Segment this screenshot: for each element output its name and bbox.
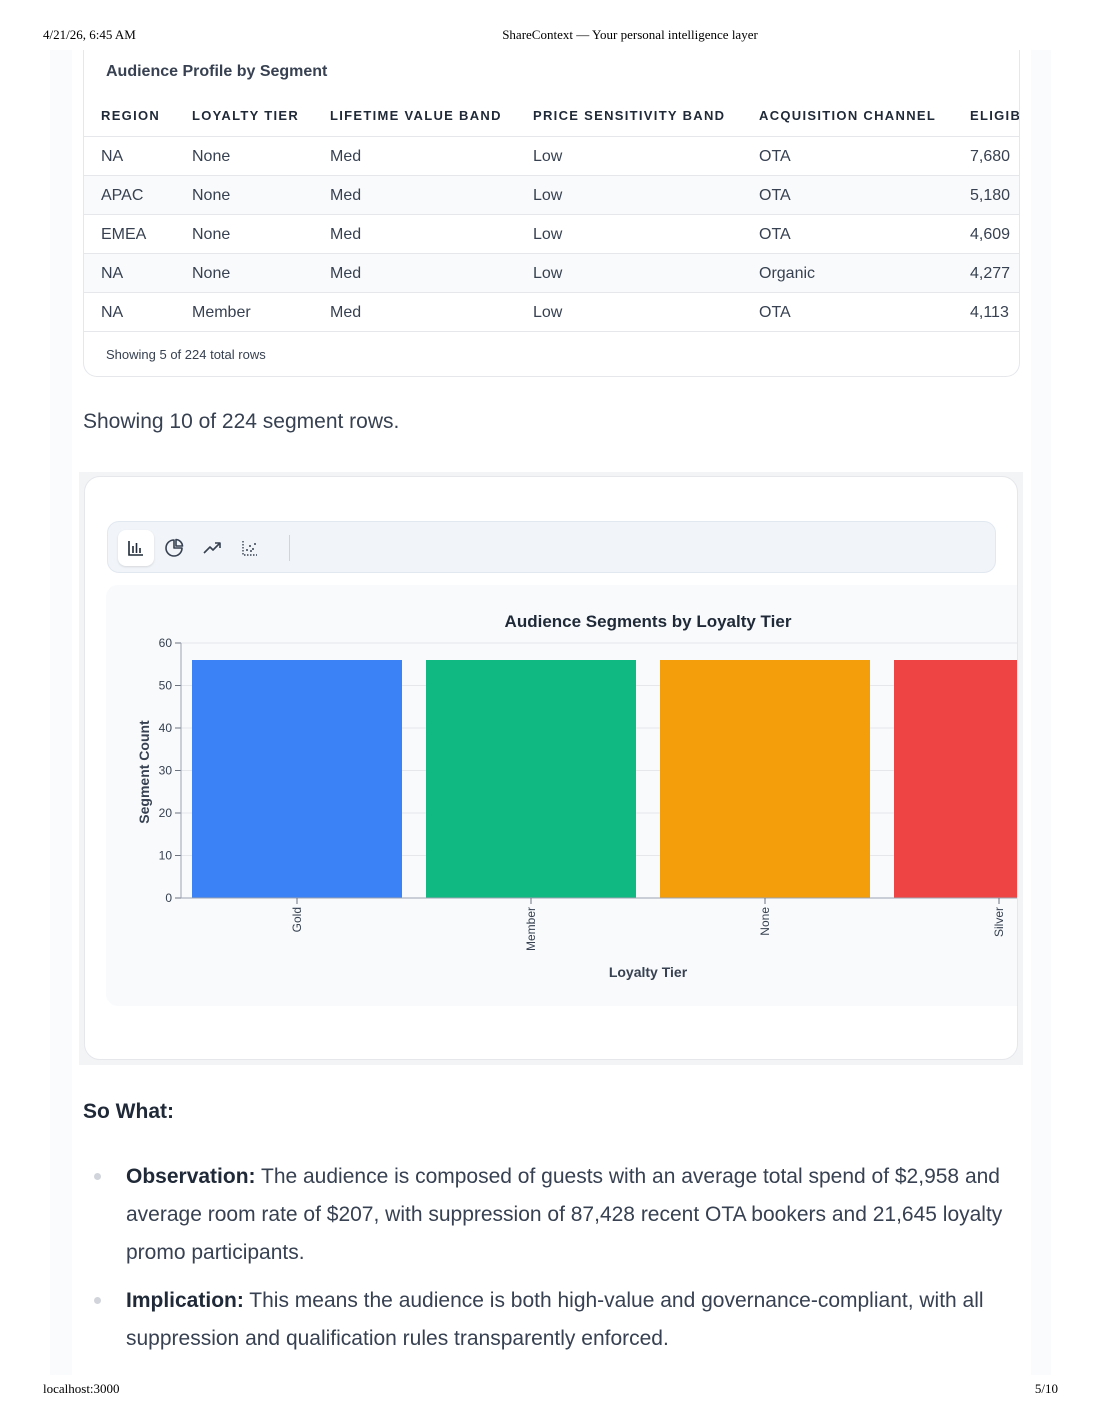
print-header: 4/21/26, 6:45 AM ShareContext — Your per…: [0, 27, 1101, 45]
x-tick-label: Gold: [290, 907, 304, 932]
cell-eligible: 5,180: [970, 187, 1011, 204]
cell-lifetime-value-band: Med: [330, 148, 362, 165]
y-tick-label: 30: [159, 764, 173, 778]
cell-acquisition-channel: OTA: [759, 148, 791, 165]
cell-acquisition-channel: OTA: [759, 226, 791, 243]
audience-table-card: Audience Profile by Segment REGION LOYAL…: [83, 50, 1020, 377]
bullet-dot: [94, 1173, 101, 1180]
report-content: Audience Profile by Segment REGION LOYAL…: [72, 50, 1031, 1375]
cell-price-sensitivity-band: Low: [533, 187, 563, 204]
y-axis-label: Segment Count: [136, 720, 152, 824]
table-row: NA Member Med Low OTA 4,113: [84, 293, 1019, 332]
cell-acquisition-channel: Organic: [759, 265, 816, 282]
table-title: Audience Profile by Segment: [106, 63, 328, 80]
table-row: NA None Med Low Organic 4,277: [84, 254, 1019, 293]
cell-region: APAC: [101, 187, 144, 204]
column-header-price-sensitivity-band[interactable]: PRICE SENSITIVITY BAND: [533, 108, 726, 123]
table-footer: Showing 5 of 224 total rows: [106, 347, 266, 362]
line-chart-button[interactable]: [194, 530, 230, 566]
bar-gold[interactable]: [192, 660, 402, 898]
cell-lifetime-value-band: Med: [330, 304, 362, 321]
cell-eligible: 7,680: [970, 148, 1011, 165]
cell-price-sensitivity-band: Low: [533, 226, 563, 243]
x-axis-label: Loyalty Tier: [609, 964, 688, 980]
x-tick-label: Member: [524, 907, 538, 951]
column-header-acquisition-channel[interactable]: ACQUISITION CHANNEL: [759, 108, 937, 123]
scatter-chart-button[interactable]: [232, 530, 268, 566]
cell-price-sensitivity-band: Low: [533, 148, 563, 165]
print-date: 4/21/26, 6:45 AM: [43, 27, 136, 42]
implication-label: Implication:: [126, 1289, 244, 1312]
cell-loyalty-tier: None: [192, 265, 231, 282]
cell-lifetime-value-band: Med: [330, 187, 362, 204]
cell-loyalty-tier: None: [192, 226, 231, 243]
cell-acquisition-channel: OTA: [759, 304, 791, 321]
cell-eligible: 4,113: [970, 304, 1009, 321]
list-item: Observation: The audience is composed of…: [83, 1158, 1023, 1272]
y-tick-label: 40: [159, 721, 173, 735]
bar-member[interactable]: [426, 660, 636, 898]
y-tick-label: 50: [159, 679, 173, 693]
y-tick-label: 10: [159, 849, 173, 863]
table-row: APAC None Med Low OTA 5,180: [84, 176, 1019, 215]
table-header-row: REGION LOYALTY TIER LIFETIME VALUE BAND …: [84, 98, 1019, 137]
segment-summary-text: Showing 10 of 224 segment rows.: [83, 410, 400, 433]
toolbar-divider: [289, 535, 290, 561]
y-tick-label: 0: [165, 891, 172, 905]
column-header-eligible[interactable]: ELIGIB: [970, 108, 1020, 123]
cell-loyalty-tier: None: [192, 187, 231, 204]
cell-acquisition-channel: OTA: [759, 187, 791, 204]
cell-price-sensitivity-band: Low: [533, 304, 563, 321]
cell-region: NA: [101, 265, 124, 282]
cell-region: NA: [101, 304, 124, 321]
so-what-list: Observation: The audience is composed of…: [83, 1158, 1023, 1368]
chart-title: Audience Segments by Loyalty Tier: [505, 612, 792, 631]
x-tick-label: Silver: [992, 907, 1006, 937]
pie-chart-icon: [165, 538, 184, 557]
cell-eligible: 4,609: [970, 226, 1011, 243]
scatter-chart-icon: [242, 541, 257, 556]
line-chart-icon: [203, 542, 221, 554]
bar-silver[interactable]: [894, 660, 1018, 898]
print-title: ShareContext — Your personal intelligenc…: [502, 27, 758, 42]
bar-chart-plot: Audience Segments by Loyalty Tier Loyalt…: [106, 585, 1018, 1006]
bar-none[interactable]: [660, 660, 870, 898]
cell-loyalty-tier: Member: [192, 304, 251, 321]
bullet-dot: [94, 1297, 101, 1304]
axes: 0 10 20 30 40 50 60 Gold Member None Silver: [159, 636, 1017, 951]
column-header-loyalty-tier[interactable]: LOYALTY TIER: [192, 108, 300, 123]
y-tick-label: 60: [159, 636, 173, 650]
cell-region: NA: [101, 148, 124, 165]
list-item: Implication: This means the audience is …: [83, 1282, 1023, 1358]
chart-type-toolbar: [107, 521, 996, 573]
observation-label: Observation:: [126, 1165, 256, 1188]
bars: [192, 660, 1018, 898]
bar-chart-button[interactable]: [118, 530, 154, 566]
column-header-lifetime-value-band[interactable]: LIFETIME VALUE BAND: [330, 108, 502, 123]
print-page-number: 5/10: [1034, 1381, 1058, 1396]
bar-chart: Audience Segments by Loyalty Tier Loyalt…: [136, 612, 1018, 980]
y-tick-label: 20: [159, 806, 173, 820]
cell-loyalty-tier: None: [192, 148, 231, 165]
x-tick-label: None: [758, 907, 772, 936]
cell-eligible: 4,277: [970, 265, 1011, 282]
cell-region: EMEA: [101, 226, 147, 243]
chart-container: Audience Segments by Loyalty Tier Loyalt…: [79, 472, 1023, 1065]
pie-chart-button[interactable]: [156, 530, 192, 566]
so-what-heading: So What:: [83, 1100, 174, 1123]
table-row: NA None Med Low OTA 7,680: [84, 137, 1019, 176]
cell-lifetime-value-band: Med: [330, 265, 362, 282]
observation-text: The audience is composed of guests with …: [126, 1165, 1003, 1264]
print-url: localhost:3000: [43, 1381, 120, 1396]
table-row: EMEA None Med Low OTA 4,609: [84, 215, 1019, 254]
column-header-region[interactable]: REGION: [101, 108, 161, 123]
implication-text: This means the audience is both high-val…: [126, 1289, 984, 1350]
chart-card: Audience Segments by Loyalty Tier Loyalt…: [84, 476, 1018, 1060]
cell-lifetime-value-band: Med: [330, 226, 362, 243]
cell-price-sensitivity-band: Low: [533, 265, 563, 282]
bar-chart-icon: [128, 541, 143, 556]
